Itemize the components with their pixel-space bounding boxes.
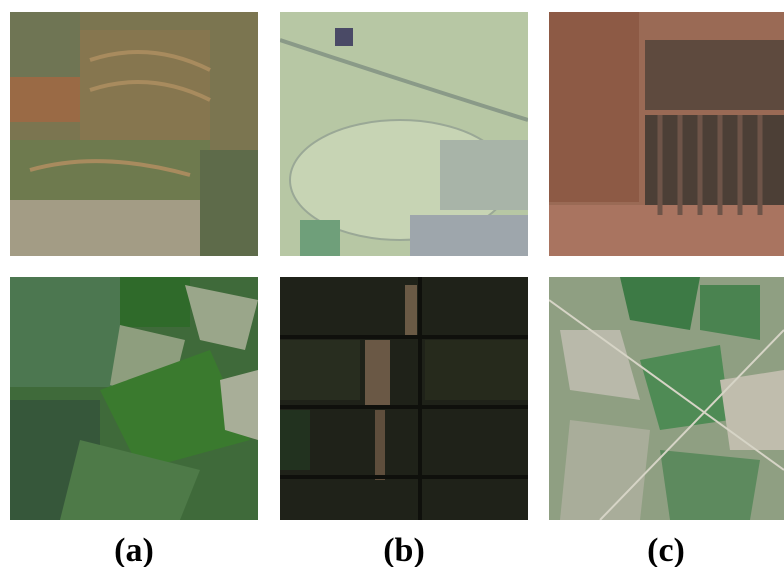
aerial-image [549, 277, 784, 520]
aerial-image [280, 277, 528, 520]
page: (a) (b) (c) (() => { const data = JSON.p… [0, 0, 784, 567]
panel-label: (a) [114, 532, 154, 567]
aerial-image [549, 12, 784, 256]
aerial-image [10, 277, 258, 520]
aerial-image [10, 12, 258, 256]
panel-label: (b) [383, 532, 425, 567]
figure: (a) (b) (c) [0, 0, 784, 567]
aerial-image [280, 12, 528, 256]
panel-label: (c) [647, 532, 685, 567]
